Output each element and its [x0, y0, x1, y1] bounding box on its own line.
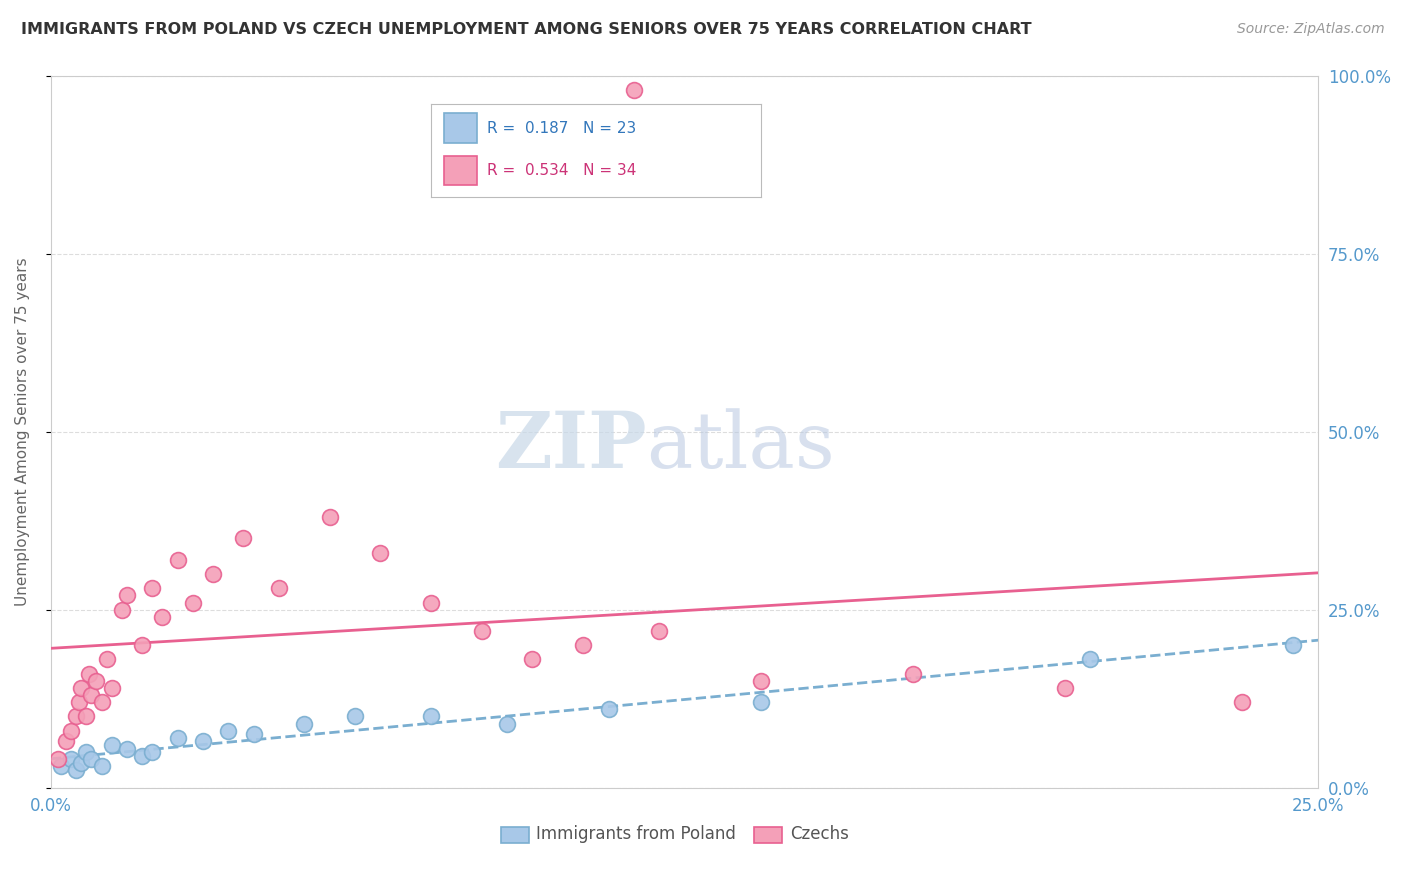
Point	[318, 510, 340, 524]
Text: Czechs: Czechs	[790, 825, 849, 843]
Point	[96, 652, 118, 666]
Point	[49, 759, 72, 773]
Point	[60, 723, 83, 738]
Point	[75, 745, 97, 759]
Bar	[754, 827, 782, 843]
Point	[65, 709, 87, 723]
Point	[100, 681, 122, 695]
Point	[75, 709, 97, 723]
Bar	[501, 827, 529, 843]
Y-axis label: Unemployment Among Seniors over 75 years: Unemployment Among Seniors over 75 years	[15, 257, 30, 606]
Point	[202, 567, 225, 582]
Point	[166, 553, 188, 567]
Point	[77, 666, 100, 681]
Point	[420, 709, 443, 723]
Text: Immigrants from Poland: Immigrants from Poland	[536, 825, 737, 843]
Text: atlas: atlas	[647, 408, 835, 483]
Point	[60, 752, 83, 766]
Point	[80, 688, 103, 702]
Point	[131, 748, 153, 763]
Point	[623, 83, 645, 97]
Point	[648, 624, 671, 638]
Point	[522, 652, 544, 666]
Point	[90, 695, 112, 709]
Point	[496, 716, 519, 731]
Point	[598, 702, 620, 716]
Point	[67, 695, 90, 709]
Point	[1053, 681, 1076, 695]
Point	[70, 756, 93, 770]
Point	[150, 609, 173, 624]
Point	[370, 546, 392, 560]
Point	[141, 745, 163, 759]
Text: Source: ZipAtlas.com: Source: ZipAtlas.com	[1237, 22, 1385, 37]
Point	[749, 695, 772, 709]
Point	[65, 763, 87, 777]
Point	[1282, 638, 1305, 652]
Point	[55, 734, 77, 748]
Point	[70, 681, 93, 695]
Point	[344, 709, 367, 723]
Point	[292, 716, 315, 731]
Point	[471, 624, 494, 638]
Point	[1078, 652, 1101, 666]
Point	[420, 595, 443, 609]
Point	[572, 638, 595, 652]
Point	[48, 752, 70, 766]
Point	[115, 741, 138, 756]
Point	[901, 666, 924, 681]
Point	[191, 734, 214, 748]
Point	[86, 673, 108, 688]
Text: ZIP: ZIP	[495, 408, 647, 483]
Point	[115, 588, 138, 602]
Point	[111, 602, 134, 616]
Point	[90, 759, 112, 773]
Point	[166, 731, 188, 745]
Point	[141, 581, 163, 595]
Point	[749, 673, 772, 688]
Point	[80, 752, 103, 766]
Point	[217, 723, 239, 738]
Point	[181, 595, 204, 609]
Point	[242, 727, 264, 741]
Point	[100, 738, 122, 752]
Point	[131, 638, 153, 652]
Point	[232, 532, 254, 546]
Text: IMMIGRANTS FROM POLAND VS CZECH UNEMPLOYMENT AMONG SENIORS OVER 75 YEARS CORRELA: IMMIGRANTS FROM POLAND VS CZECH UNEMPLOY…	[21, 22, 1032, 37]
Point	[267, 581, 290, 595]
Point	[1232, 695, 1254, 709]
